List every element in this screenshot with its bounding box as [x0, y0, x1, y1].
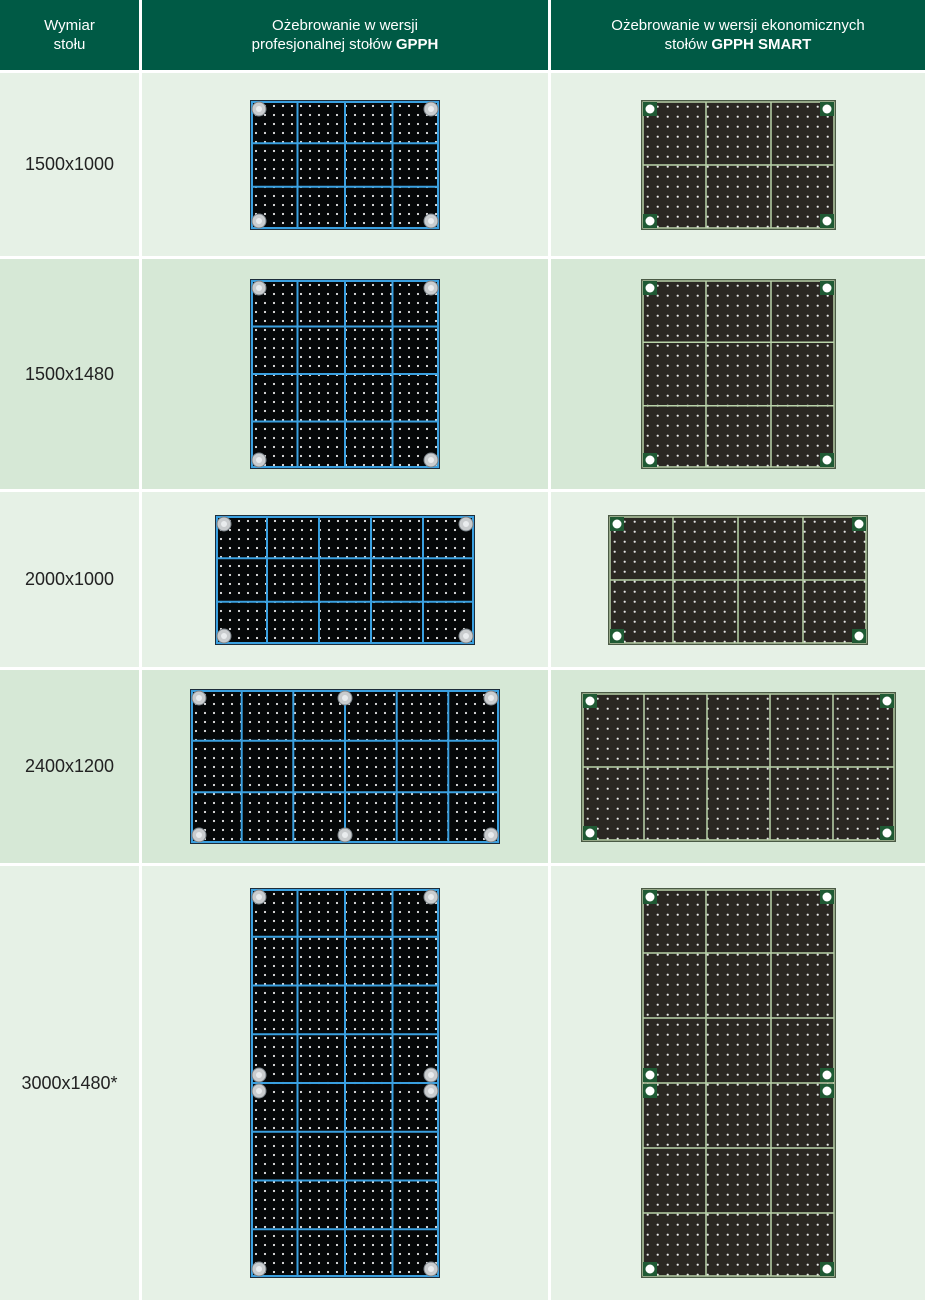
pro-ribbing-diagram	[215, 514, 475, 645]
corner-fixings	[251, 101, 439, 228]
corner-fixings	[642, 890, 834, 1276]
smart-ribbing-diagram	[580, 691, 896, 842]
header-col3-line1: Ożebrowanie w wersji ekonomicznych	[611, 17, 865, 34]
header-col2-brand: GPPH	[395, 36, 439, 53]
dimension-label: 2000x1000	[24, 569, 115, 589]
smart-ribbing-diagram	[640, 99, 836, 230]
dimension-cell: 2400x1200	[0, 670, 139, 863]
header-col2-line1: Ożebrowanie w wersji	[272, 17, 418, 34]
table-row: 2400x1200	[0, 670, 925, 863]
hole-pattern	[254, 104, 438, 224]
hole-pattern	[646, 105, 829, 228]
rib-lines	[641, 100, 835, 229]
dimension-label: 3000x1480*	[21, 1072, 118, 1093]
plate-surface	[215, 514, 475, 645]
rib-lines	[641, 280, 835, 468]
corner-fixings	[642, 101, 834, 228]
smart-ribbing-diagram	[640, 888, 836, 1278]
rib-lines	[191, 690, 499, 843]
dimension-label: 1500x1480	[24, 363, 115, 384]
pro-ribbing-diagram	[190, 689, 500, 844]
pro-ribbing-cell	[142, 492, 548, 667]
header-smart-ribbing: Ożebrowanie w wersji ekonomicznych stołó…	[551, 0, 925, 70]
corner-fixings	[251, 889, 439, 1277]
table-row: 2000x1000	[0, 492, 925, 667]
smart-ribbing-cell	[551, 259, 925, 489]
rib-lines	[216, 515, 474, 644]
header-col3-brand: GPPH SMART	[711, 36, 812, 53]
pro-ribbing-cell	[142, 259, 548, 489]
corner-fixings	[251, 280, 439, 468]
header-col2-line2: profesjonalnej stołów GPPH	[252, 35, 439, 54]
header-col2-text: profesjonalnej stołów	[251, 36, 396, 53]
corner-fixings	[610, 516, 866, 643]
smart-ribbing-cell	[551, 73, 925, 256]
pro-ribbing-cell	[142, 670, 548, 863]
header-table-dimension: Wymiar stołu	[0, 0, 139, 70]
rib-lines	[251, 889, 439, 1277]
smart-ribbing-diagram	[640, 279, 836, 469]
rib-lines	[251, 280, 439, 468]
dimension-cell: 2000x1000	[0, 492, 139, 667]
table-row: 1500x1480	[0, 259, 925, 489]
header-col3-line2: stołów GPPH SMART	[611, 35, 864, 54]
table-header: Wymiar stołu Ożebrowanie w wersji profes…	[0, 0, 925, 70]
smart-ribbing-cell	[551, 492, 925, 667]
rib-lines	[581, 692, 895, 841]
dimension-cell: 1500x1000	[0, 73, 139, 256]
corner-fixings	[642, 281, 834, 467]
rib-lines	[251, 100, 439, 229]
smart-ribbing-cell	[551, 866, 925, 1300]
table-row: 1500x1000	[0, 73, 925, 256]
dimension-label: 1500x1000	[24, 154, 115, 174]
plate-surface	[640, 279, 836, 469]
header-col3-text: stołów	[664, 36, 712, 53]
corner-fixings	[216, 516, 474, 643]
hole-pattern	[586, 697, 889, 840]
dimension-cell: 3000x1480*	[0, 866, 139, 1300]
pro-ribbing-diagram	[250, 888, 440, 1278]
hole-pattern	[254, 892, 438, 1274]
table-row: 3000x1480*	[0, 866, 925, 1300]
header-col1-line2: stołu	[53, 36, 86, 53]
pro-ribbing-diagram	[250, 279, 440, 469]
smart-ribbing-diagram	[608, 514, 868, 645]
smart-ribbing-cell	[551, 670, 925, 863]
dimension-label: 2400x1200	[24, 756, 115, 776]
hole-pattern	[646, 893, 829, 1276]
pro-ribbing-cell	[142, 73, 548, 256]
corner-fixings	[191, 690, 499, 843]
dimension-cell: 1500x1480	[0, 259, 139, 489]
pro-ribbing-cell	[142, 866, 548, 1300]
header-col1-line1: Wymiar	[44, 17, 95, 34]
rib-lines	[609, 515, 867, 644]
rib-lines	[641, 889, 835, 1277]
corner-fixings	[582, 693, 894, 840]
header-pro-ribbing: Ożebrowanie w wersji profesjonalnej stoł…	[142, 0, 548, 70]
pro-ribbing-diagram	[250, 99, 440, 230]
